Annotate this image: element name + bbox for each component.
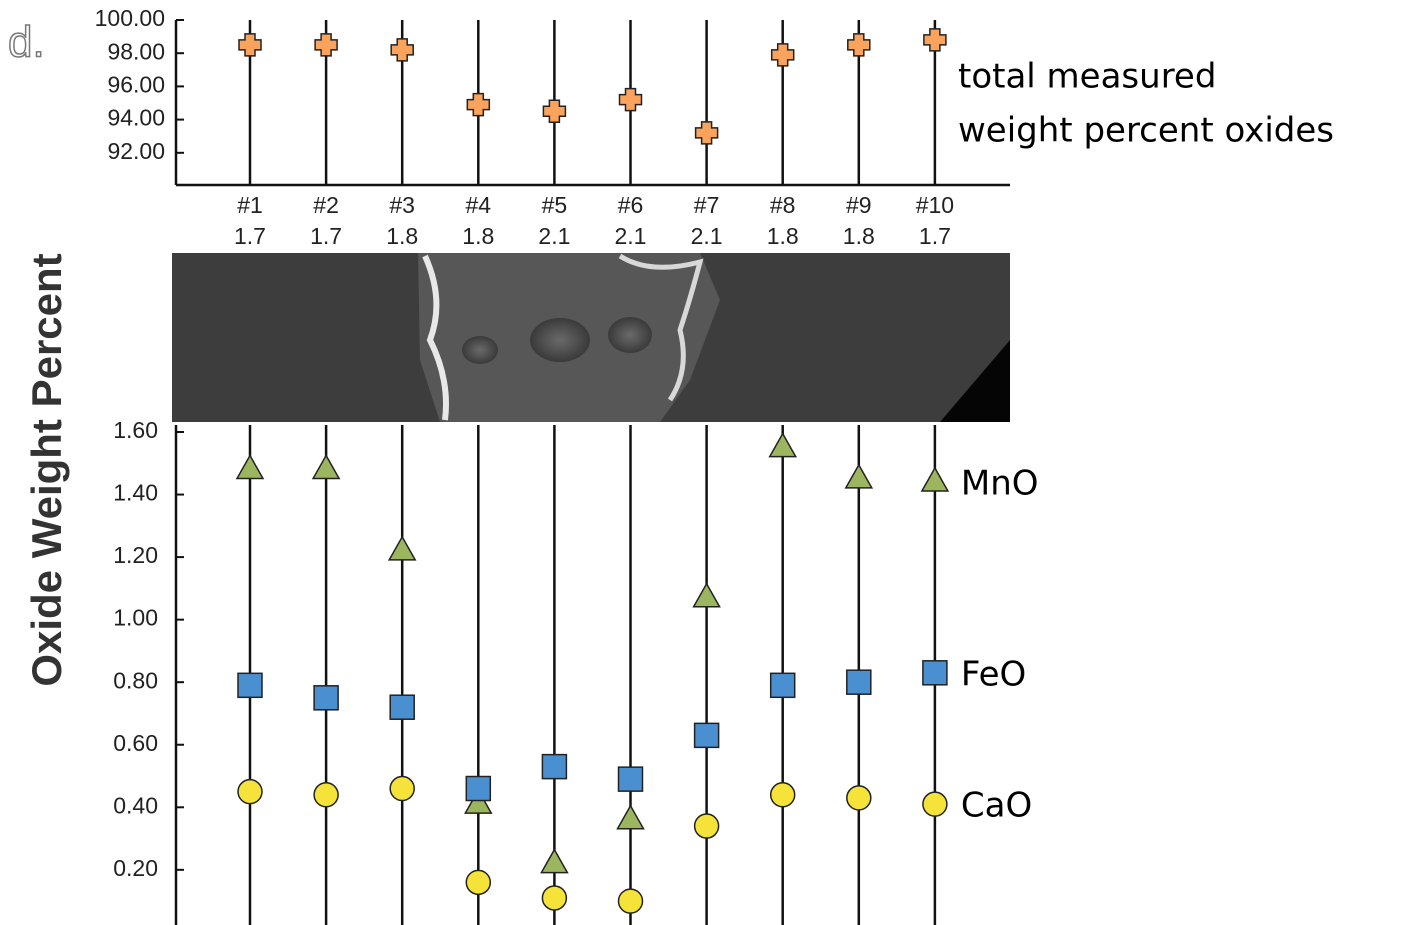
- marker-triangle: [694, 584, 720, 607]
- y-tick-label: 0.40: [113, 792, 158, 818]
- marker-circle: [923, 792, 947, 816]
- marker-triangle: [922, 468, 948, 491]
- x-tick-sublabel: 1.8: [767, 223, 799, 249]
- marker-triangle: [313, 456, 339, 479]
- y-axis-label: Oxide Weight Percent: [23, 253, 70, 686]
- marker-circle: [542, 886, 566, 910]
- y-tick-label: 94.00: [107, 105, 165, 131]
- y-tick-label: 0.60: [113, 730, 158, 756]
- marker-square: [390, 695, 414, 719]
- x-tick-sublabel: 1.8: [386, 223, 418, 249]
- x-tick-label: #5: [542, 192, 568, 218]
- legend-label: MnO: [961, 464, 1039, 504]
- marker-plus: [924, 29, 946, 51]
- legend-label: FeO: [961, 654, 1026, 694]
- marker-plus: [391, 39, 413, 61]
- marker-plus: [772, 44, 794, 66]
- marker-square: [771, 673, 795, 697]
- marker-circle: [238, 780, 262, 804]
- y-tick-label: 1.00: [113, 605, 158, 631]
- sem-image: [172, 253, 1010, 422]
- y-tick-label: 96.00: [107, 71, 165, 97]
- x-tick-label: #10: [916, 192, 954, 218]
- annotation: weight percent oxides: [958, 111, 1334, 151]
- y-tick-label: 100.00: [95, 5, 165, 31]
- x-tick-label: #7: [694, 192, 720, 218]
- x-tick-label: #2: [313, 192, 339, 218]
- marker-triangle: [541, 850, 567, 873]
- legend-label: CaO: [961, 786, 1032, 826]
- y-tick-label: 1.40: [113, 480, 158, 506]
- marker-plus: [620, 89, 642, 111]
- x-tick-sublabel: 1.7: [234, 223, 266, 249]
- marker-square: [695, 723, 719, 747]
- marker-triangle: [389, 537, 415, 560]
- y-tick-label: 0.20: [113, 855, 158, 881]
- marker-square: [542, 755, 566, 779]
- marker-triangle: [618, 806, 644, 829]
- marker-plus: [543, 100, 565, 122]
- x-tick-sublabel: 1.7: [310, 223, 342, 249]
- marker-square: [314, 686, 338, 710]
- marker-triangle: [846, 465, 872, 488]
- x-tick-label: #3: [389, 192, 415, 218]
- x-tick-label: #9: [846, 192, 872, 218]
- marker-plus: [848, 34, 870, 56]
- marker-square: [619, 767, 643, 791]
- y-tick-label: 98.00: [107, 38, 165, 64]
- x-tick-sublabel: 2.1: [538, 223, 570, 249]
- marker-circle: [771, 783, 795, 807]
- marker-circle: [695, 814, 719, 838]
- x-tick-sublabel: 2.1: [615, 223, 647, 249]
- figure: d. total measured weight percent oxides …: [0, 0, 1411, 925]
- x-tick-label: #4: [466, 192, 492, 218]
- x-tick-sublabel: 1.8: [462, 223, 494, 249]
- marker-plus: [315, 34, 337, 56]
- x-tick-label: #6: [618, 192, 644, 218]
- marker-square: [238, 673, 262, 697]
- marker-circle: [390, 777, 414, 801]
- marker-triangle: [770, 434, 796, 457]
- marker-triangle: [237, 456, 263, 479]
- y-tick-label: 0.80: [113, 667, 158, 693]
- x-tick-label: #8: [770, 192, 796, 218]
- marker-circle: [314, 783, 338, 807]
- marker-plus: [467, 94, 489, 116]
- marker-plus: [696, 122, 718, 144]
- y-tick-label: 1.60: [113, 417, 158, 443]
- annotation: total measured: [958, 57, 1216, 97]
- marker-plus: [239, 34, 261, 56]
- x-tick-sublabel: 1.8: [843, 223, 875, 249]
- panel-label: d.: [8, 18, 45, 67]
- marker-circle: [619, 889, 643, 913]
- x-tick-sublabel: 1.7: [919, 223, 951, 249]
- marker-square: [847, 670, 871, 694]
- y-tick-label: 92.00: [107, 138, 165, 164]
- x-tick-sublabel: 2.1: [691, 223, 723, 249]
- marker-square: [923, 661, 947, 685]
- marker-circle: [847, 786, 871, 810]
- x-tick-label: #1: [237, 192, 263, 218]
- marker-circle: [466, 870, 490, 894]
- y-tick-label: 1.20: [113, 542, 158, 568]
- marker-square: [466, 777, 490, 801]
